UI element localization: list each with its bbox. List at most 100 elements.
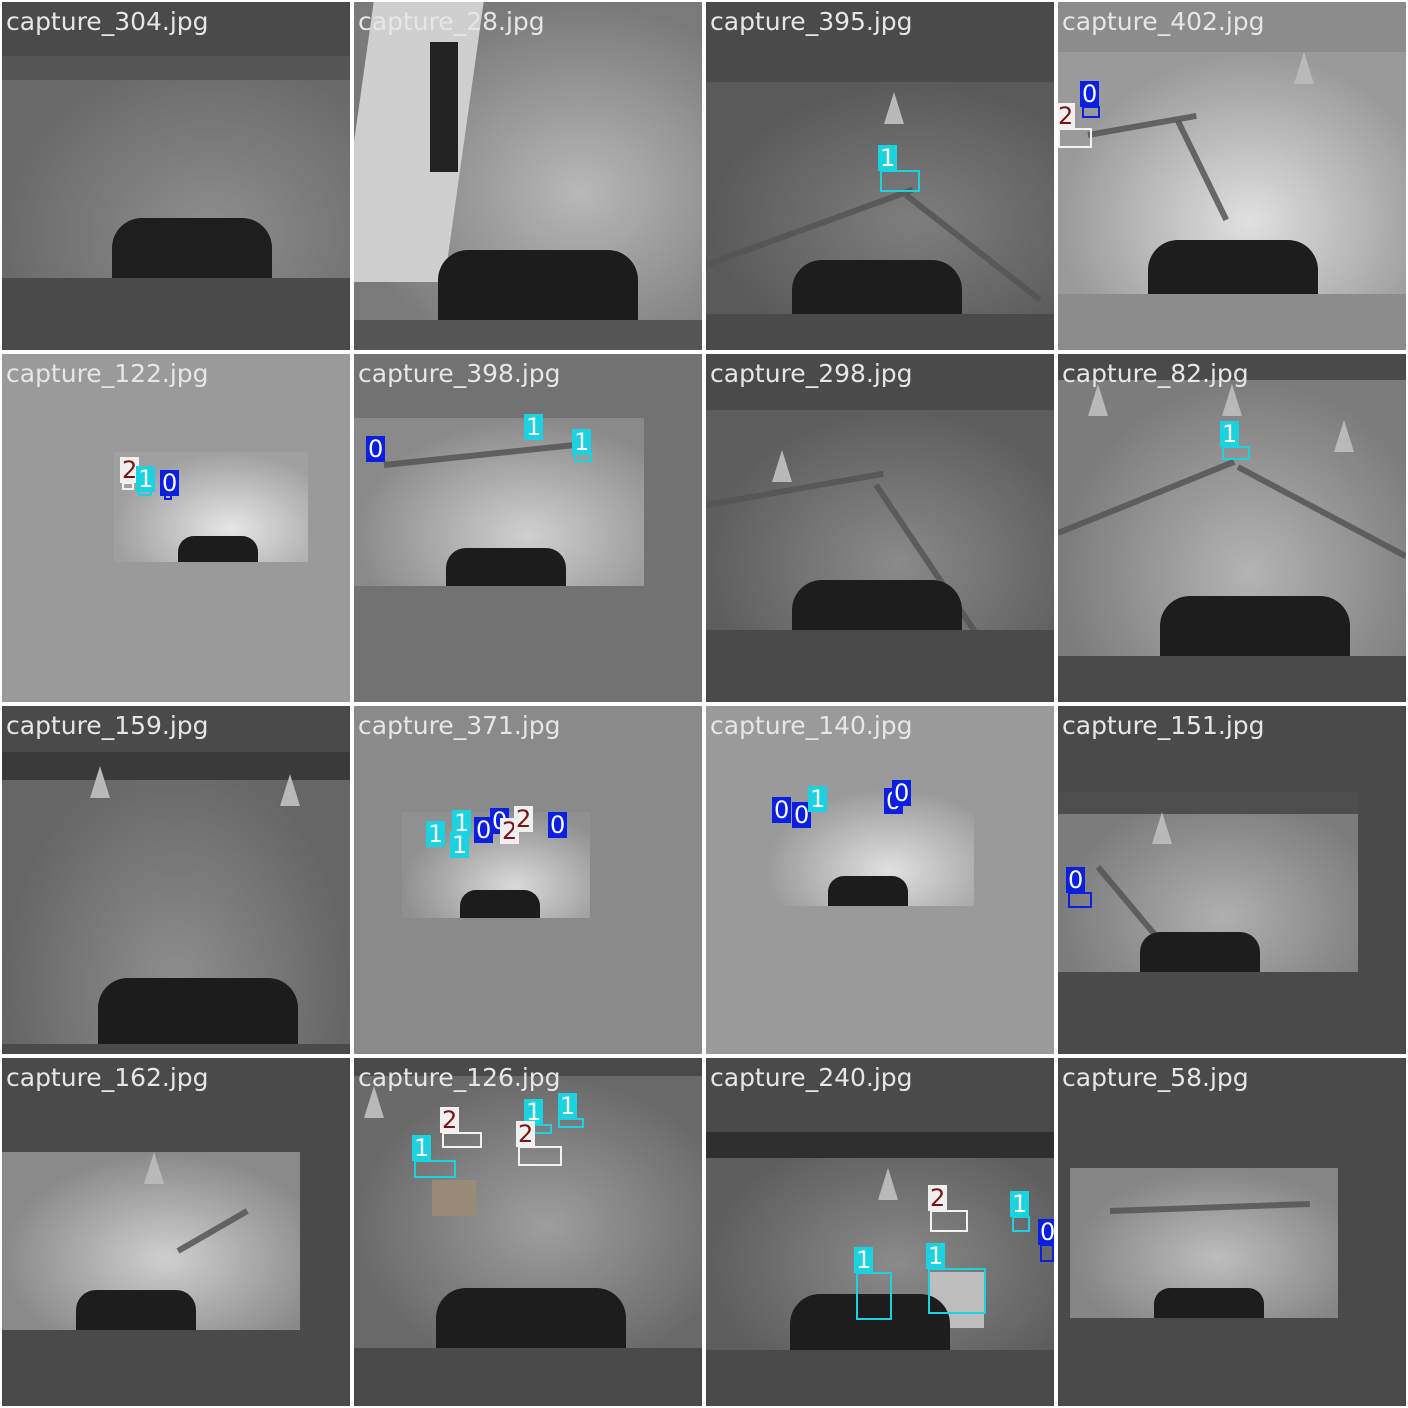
photo [706, 82, 1054, 314]
detection-label: 0 [160, 469, 180, 497]
detection-label: 0 [1038, 1219, 1054, 1245]
detection-label: 2 [1058, 102, 1076, 130]
image-filename: capture_82.jpg [1062, 359, 1249, 388]
photo [1058, 380, 1406, 656]
detection-label: 1 [452, 809, 472, 837]
gripper-icon [790, 1294, 950, 1350]
mosaic-tile: 1 capture_82.jpg [1058, 354, 1406, 702]
image-filename: capture_151.jpg [1062, 711, 1265, 740]
gripper-icon [1160, 596, 1350, 656]
image-filename: capture_28.jpg [358, 7, 545, 36]
photo [354, 418, 644, 586]
gripper-icon [1154, 1288, 1264, 1318]
detection-label: 0 [548, 811, 568, 839]
image-filename: capture_304.jpg [6, 7, 209, 36]
detection-label: 1 [412, 1134, 432, 1162]
detection-box [558, 1118, 584, 1128]
mosaic-tile: capture_159.jpg [2, 706, 350, 1054]
photo [1070, 1168, 1338, 1318]
mosaic-tile: capture_304.jpg [2, 2, 350, 350]
mosaic-tile: 2 1 1 1 2 capture_126.jpg [354, 1058, 702, 1406]
mosaic-tile: capture_28.jpg [354, 2, 702, 350]
detection-label: 0 [474, 816, 494, 844]
mosaic-tile: 2 1 0 1 1 capture_240.jpg [706, 1058, 1054, 1406]
mosaic-tile: 1 1 1 0 0 2 2 0 capture_371.jpg [354, 706, 702, 1054]
detection-label: 1 [426, 820, 446, 848]
detection-label: 2 [120, 456, 140, 484]
image-filename: capture_395.jpg [710, 7, 913, 36]
gripper-icon [438, 250, 638, 320]
mosaic-tile: capture_162.jpg [2, 1058, 350, 1406]
detection-label: 0 [792, 801, 812, 829]
detection-label: 1 [808, 785, 828, 813]
detection-box [1058, 128, 1092, 148]
image-filename: capture_240.jpg [710, 1063, 913, 1092]
image-filename: capture_58.jpg [1062, 1063, 1249, 1092]
detection-label: 0 [1080, 80, 1100, 108]
gripper-icon [828, 876, 908, 906]
mosaic-tile: capture_298.jpg [706, 354, 1054, 702]
photo [2, 752, 350, 1044]
gripper-icon [178, 536, 258, 562]
gripper-icon [1140, 932, 1260, 972]
detection-label: 1 [1220, 420, 1240, 448]
mosaic-tile: 1 capture_395.jpg [706, 2, 1054, 350]
detection-label: 1 [878, 144, 898, 172]
gripper-icon [98, 978, 298, 1044]
photo [114, 452, 308, 562]
detection-label: 2 [928, 1184, 948, 1212]
image-filename: capture_140.jpg [710, 711, 913, 740]
detection-box [1068, 892, 1092, 908]
gripper-icon [436, 1288, 626, 1348]
detection-box [880, 170, 920, 192]
detection-box [930, 1210, 968, 1232]
detection-label: 1 [524, 1098, 544, 1126]
gripper-icon [792, 260, 962, 314]
mosaic-tile: 2 1 0 capture_122.jpg [2, 354, 350, 702]
detection-label: 1 [1010, 1190, 1030, 1218]
detection-label: 1 [572, 428, 592, 456]
gripper-icon [112, 218, 272, 278]
image-filename: capture_371.jpg [358, 711, 561, 740]
detection-label: 2 [514, 805, 534, 833]
photo [2, 1152, 300, 1330]
photo [354, 2, 702, 320]
photo [2, 56, 350, 278]
detection-label: 2 [516, 1120, 536, 1148]
detection-box [1082, 106, 1100, 118]
detection-box [1222, 446, 1250, 460]
detection-label: 1 [854, 1246, 874, 1274]
detection-box [928, 1268, 986, 1314]
detection-box [518, 1146, 562, 1166]
image-filename: capture_298.jpg [710, 359, 913, 388]
detection-box [442, 1132, 482, 1148]
detection-label: 0 [772, 796, 792, 824]
detection-label: 0 [892, 779, 912, 807]
photo [1058, 52, 1406, 294]
detection-label: 1 [136, 465, 156, 493]
mosaic-tile: 0 capture_151.jpg [1058, 706, 1406, 1054]
detection-label: 1 [558, 1092, 578, 1120]
detection-box [1040, 1244, 1054, 1262]
detection-box [122, 482, 134, 490]
image-filename: capture_126.jpg [358, 1063, 561, 1092]
mosaic-tile: 0 2 capture_402.jpg [1058, 2, 1406, 350]
gripper-icon [446, 548, 566, 586]
detection-label: 0 [1066, 866, 1086, 894]
detection-box [1012, 1216, 1030, 1232]
detection-label: 1 [450, 831, 470, 859]
image-filename: capture_162.jpg [6, 1063, 209, 1092]
detection-label: 0 [366, 435, 386, 463]
detection-label: 1 [926, 1242, 946, 1270]
detection-label: 2 [440, 1106, 460, 1134]
image-filename: capture_159.jpg [6, 711, 209, 740]
gripper-icon [792, 580, 962, 630]
gripper-icon [1148, 240, 1318, 294]
gripper-icon [460, 890, 540, 918]
image-filename: capture_122.jpg [6, 359, 209, 388]
photo [706, 1132, 1054, 1350]
detection-label: 1 [524, 413, 544, 441]
detection-box [414, 1160, 456, 1178]
gripper-icon [76, 1290, 196, 1330]
mosaic-tile: 0 1 1 capture_398.jpg [354, 354, 702, 702]
